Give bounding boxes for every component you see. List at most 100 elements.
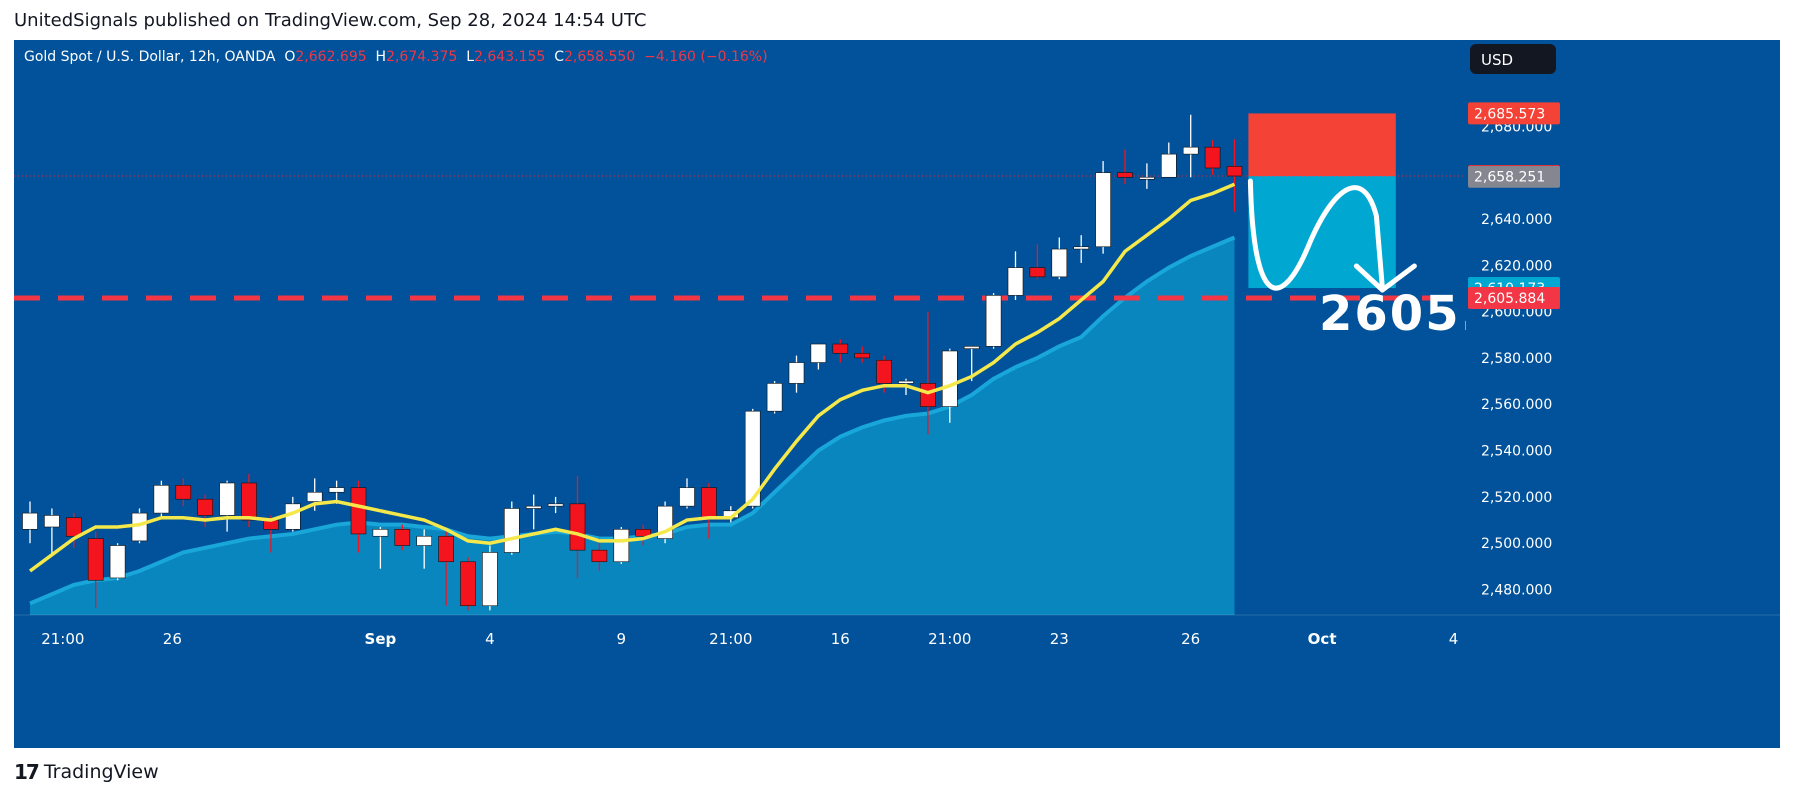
candle-up [525, 494, 542, 530]
candle-up [766, 381, 783, 414]
candle-body [963, 346, 980, 349]
candle-body [460, 561, 476, 607]
time-axis[interactable] [14, 615, 1780, 748]
candle-body [1007, 267, 1024, 296]
candle-up [679, 478, 695, 509]
candle-down [591, 538, 608, 571]
candle-down [394, 524, 411, 551]
candle-body [832, 343, 849, 354]
y-tick-label: 2,480.000 [1481, 583, 1552, 599]
candle-down [854, 346, 871, 363]
x-tick-label: Sep [365, 630, 397, 648]
x-tick-label: 26 [163, 630, 182, 648]
candle-body [87, 538, 104, 581]
tradingview-brand: TradingView [43, 761, 159, 783]
y-tick-label: 2,500.000 [1481, 536, 1552, 552]
tradingview-footer[interactable]: 17 TradingView [14, 760, 159, 784]
candle-down [65, 513, 82, 548]
candle-up [788, 355, 805, 393]
currency-label: USD [1481, 51, 1513, 69]
candle-body [153, 485, 170, 514]
x-tick-label: 23 [1050, 630, 1069, 648]
candle-up [44, 508, 60, 555]
candle-body [635, 529, 652, 537]
candle-down [1226, 139, 1243, 212]
candle-body [569, 503, 586, 551]
chart-panel[interactable]: 2605.8 2,480.000 2,500.000 2,520.000 2,540.0… [14, 40, 1780, 748]
curved-arrow [1247, 178, 1385, 291]
candle-down [438, 531, 454, 606]
candle-body [591, 549, 608, 563]
price-tag [1468, 102, 1560, 125]
price-tag-label: 2,605.884 [1474, 291, 1545, 307]
candle-body [394, 529, 411, 546]
candle-up [219, 480, 235, 532]
candle-body [306, 491, 323, 502]
x-tick-label: 21:00 [709, 630, 752, 648]
ema-slow-line [29, 235, 1236, 606]
candle-body [810, 343, 827, 363]
candle-body [22, 512, 38, 530]
candle-down [1029, 244, 1046, 280]
x-tick-label: 26 [1181, 630, 1200, 648]
candlestick-chart[interactable]: 2605.82,480.0002,500.0002,520.0002,540.0… [14, 40, 1780, 748]
candle-down [1117, 149, 1133, 185]
candle-body [1182, 146, 1199, 155]
candle-up [1051, 237, 1068, 280]
candle-body [788, 362, 805, 384]
x-tick-label: 16 [831, 630, 850, 648]
price-tag [1468, 286, 1560, 309]
price-tag-label: 2,685.573 [1474, 106, 1545, 122]
x-tick-label: 4 [1449, 630, 1459, 648]
candle-body [525, 505, 542, 509]
candle-down [701, 482, 717, 539]
candle-body [1029, 267, 1046, 278]
candle-body [328, 487, 345, 493]
candle-down [175, 478, 192, 507]
candle-body [985, 295, 1002, 347]
take-profit-zone[interactable] [1248, 175, 1396, 289]
candle-up [503, 501, 520, 555]
symbol-legend[interactable]: Gold Spot / U.S. Dollar, 12h, OANDA O2,6… [24, 49, 768, 65]
candle-body [1095, 172, 1111, 248]
candle-up [547, 496, 564, 514]
candle-up [1161, 142, 1177, 178]
y-tick-label: 2,640.000 [1481, 212, 1552, 228]
candle-body [482, 552, 498, 607]
candle-body [372, 529, 389, 537]
stop-loss-zone[interactable] [1248, 113, 1396, 176]
candle-up [744, 408, 761, 509]
x-tick-label: 4 [485, 630, 495, 648]
candle-up [372, 526, 389, 569]
y-tick-label: 2,620.000 [1481, 258, 1552, 274]
candle-up [22, 501, 38, 544]
candle-body [503, 508, 520, 553]
currency-button[interactable] [1470, 44, 1556, 74]
candle-down [920, 311, 936, 435]
x-tick-label: 21:00 [41, 630, 84, 648]
y-tick-label: 2,540.000 [1481, 444, 1552, 460]
candle-body [416, 535, 433, 546]
candle-body [941, 350, 958, 407]
candle-body [701, 487, 717, 519]
tradingview-logo-icon: 17 [14, 760, 40, 784]
candle-body [197, 498, 213, 516]
candle-body [744, 410, 761, 507]
candle-down [832, 339, 849, 363]
price-tag-label: 2,658.251 [1474, 170, 1545, 186]
candle-up [1139, 163, 1155, 189]
candle-body [920, 383, 936, 407]
candle-body [438, 535, 454, 563]
candle-up [1007, 251, 1024, 301]
price-tag [1468, 165, 1560, 188]
arrow-head-icon [1353, 263, 1417, 293]
candle-body [44, 515, 60, 528]
candle-body [65, 517, 82, 537]
candle-down [569, 476, 586, 578]
candle-body [1051, 248, 1068, 278]
candle-body [109, 545, 126, 579]
candle-body [241, 482, 257, 521]
candle-body [679, 487, 695, 507]
candle-down [635, 524, 652, 546]
y-tick-label: 2,580.000 [1481, 351, 1552, 367]
